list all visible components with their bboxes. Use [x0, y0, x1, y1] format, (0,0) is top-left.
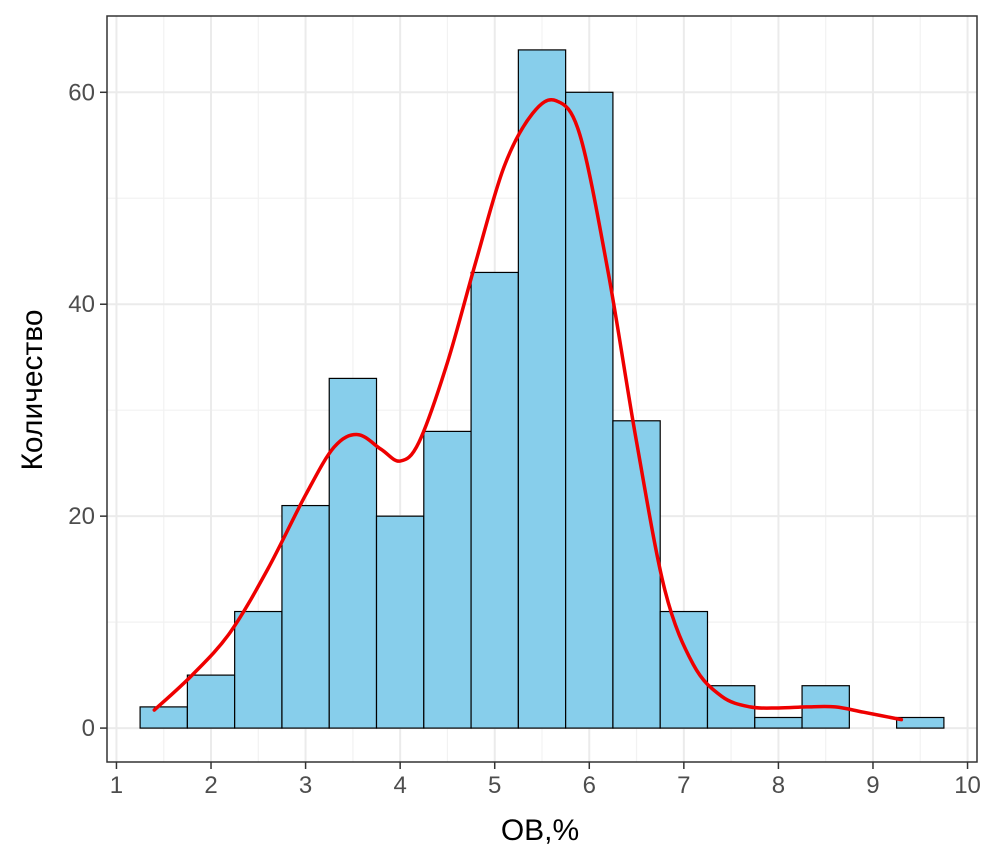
x-tick-label: 4 [393, 772, 406, 799]
histogram-bar-11 [612, 420, 661, 729]
histogram-bar-8 [470, 271, 519, 729]
histogram-bar-6 [375, 515, 425, 729]
x-tick-label: 6 [583, 772, 596, 799]
histogram-bar-2 [186, 674, 236, 729]
histogram-bars [139, 49, 945, 729]
y-tick-label: 0 [82, 715, 95, 742]
x-tick-label: 2 [204, 772, 217, 799]
histogram-bar-14 [754, 716, 803, 729]
histogram-bar-9 [517, 49, 567, 729]
x-tick-label: 8 [772, 772, 785, 799]
x-tick-label: 7 [677, 772, 690, 799]
y-tick-label: 60 [68, 79, 95, 106]
x-axis-title: ОВ,% [501, 814, 579, 847]
density-curve-group [152, 97, 904, 722]
histogram-bar-17 [896, 716, 945, 729]
density-curve [152, 97, 904, 722]
histogram-bar-3 [234, 610, 283, 729]
histogram-bar-10 [565, 91, 614, 729]
histogram-bar-1 [139, 706, 188, 729]
histogram-bar-12 [659, 610, 709, 729]
x-tick-label: 1 [110, 772, 123, 799]
y-tick-label: 20 [68, 503, 95, 530]
x-tick-label: 9 [866, 772, 879, 799]
x-tick-label: 3 [299, 772, 312, 799]
y-tick-label: 40 [68, 291, 95, 318]
x-tick-label: 10 [954, 772, 981, 799]
histogram-bar-7 [423, 430, 472, 729]
x-tick-label: 5 [488, 772, 501, 799]
y-axis-title: Количество [16, 309, 49, 470]
y-tick-labels: 0 20 40 60 [68, 79, 95, 742]
panel-border [106, 15, 978, 763]
x-tick-labels: 1 2 3 4 5 6 7 8 9 10 [110, 772, 981, 799]
axis-ticks [100, 91, 969, 769]
histogram-bar-5 [328, 377, 378, 729]
histogram-bar-4 [281, 504, 330, 729]
